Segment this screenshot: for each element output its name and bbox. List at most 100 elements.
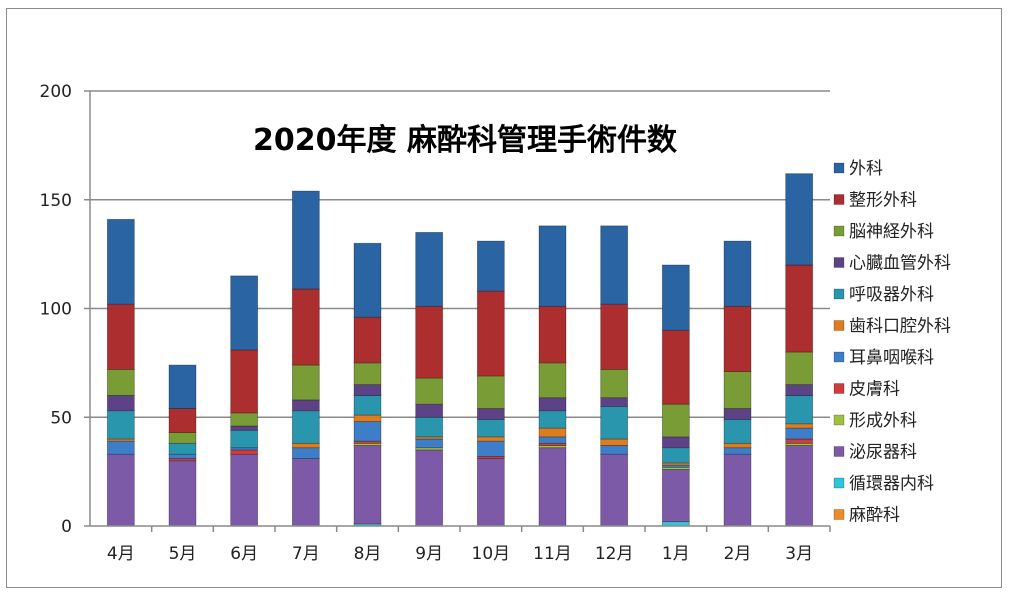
bar-segment — [785, 395, 814, 425]
x-tick-label: 8月 — [354, 544, 382, 564]
bar-segment — [785, 173, 814, 266]
bar-segment — [538, 447, 567, 527]
bar-segment — [723, 453, 752, 527]
bar-segment — [168, 442, 197, 455]
bar-segment — [291, 410, 320, 444]
bar-segment — [476, 458, 505, 527]
x-tick-label: 1月 — [662, 544, 690, 564]
x-tick-label: 10月 — [472, 544, 511, 564]
bar-segment — [723, 305, 752, 372]
bar-segment — [291, 190, 320, 290]
bar-segment — [291, 288, 320, 366]
x-tick-label: 4月 — [107, 544, 135, 564]
bar-segment — [785, 384, 814, 396]
chart-frame — [6, 8, 1002, 588]
bar-segment — [723, 442, 752, 449]
bars — [106, 173, 814, 527]
bar-segment — [353, 316, 382, 364]
bar-segment — [291, 442, 320, 449]
bar-segment — [785, 423, 814, 429]
bar-segment — [785, 438, 814, 444]
bar-segment — [106, 368, 135, 396]
bar-segment — [353, 414, 382, 423]
bar-segment — [785, 427, 814, 440]
y-tick-label: 0 — [61, 517, 72, 537]
gridlines — [90, 90, 830, 418]
bar-segment — [230, 449, 259, 455]
y-tick-label: 50 — [50, 408, 72, 428]
bar-segment — [785, 351, 814, 386]
x-tick-label: 6月 — [230, 544, 258, 564]
bar-segment — [168, 432, 197, 444]
bar-segment — [538, 410, 567, 429]
bar-segment — [415, 449, 444, 527]
bar-segment — [538, 305, 567, 364]
legend: 外科整形外科脳神経外科心臓血管外科呼吸器外科歯科口腔外科耳鼻咽喉科皮膚科形成外科… — [833, 159, 951, 526]
legend-label: 呼吸器外科 — [849, 285, 934, 305]
legend-label: 麻酔科 — [849, 506, 900, 526]
x-tick-label: 11月 — [533, 544, 572, 564]
bar-segment — [538, 362, 567, 399]
x-tick-label: 2月 — [724, 544, 752, 564]
bar-segment — [600, 397, 629, 407]
bar-segment — [353, 445, 382, 525]
x-tick-label: 5月 — [169, 544, 197, 564]
bar-segment — [353, 362, 382, 386]
bar-segment — [106, 303, 135, 370]
legend-marker — [833, 225, 845, 237]
legend-marker — [833, 194, 845, 205]
bar-segment — [661, 403, 690, 438]
y-tick-label: 100 — [40, 300, 72, 320]
bar-segment — [476, 440, 505, 457]
bar-segment — [476, 290, 505, 377]
bar-segment — [230, 412, 259, 427]
x-tick-label: 12月 — [595, 544, 634, 564]
bar-segment — [291, 458, 320, 527]
legend-marker — [833, 414, 845, 426]
bar-segment — [168, 408, 197, 433]
bar-segment — [661, 469, 690, 523]
bar-segment — [600, 405, 629, 440]
bar-segment — [723, 240, 752, 307]
bar-segment — [415, 416, 444, 438]
bar-segment — [168, 364, 197, 409]
bar-segment — [476, 408, 505, 420]
y-tick-label: 150 — [40, 191, 72, 211]
bar-segment — [476, 419, 505, 438]
bar-segment — [168, 453, 197, 459]
bar-segment — [353, 384, 382, 396]
legend-marker — [833, 351, 845, 363]
bar-segment — [476, 240, 505, 292]
legend-marker — [833, 162, 845, 174]
legend-marker — [833, 477, 845, 489]
bar-segment — [230, 425, 259, 431]
x-tick-label: 3月 — [785, 544, 813, 564]
bar-segment — [106, 440, 135, 455]
bar-segment — [353, 442, 382, 446]
bar-segment — [415, 403, 444, 418]
bar-segment — [661, 464, 690, 468]
legend-label: 皮膚科 — [849, 380, 900, 400]
y-tick-label: 200 — [40, 82, 72, 102]
x-tick-label: 7月 — [292, 544, 320, 564]
bar-segment — [723, 408, 752, 420]
legend-label: 歯科口腔外科 — [849, 317, 951, 337]
bar-segment — [415, 438, 444, 449]
bar-segment — [661, 264, 690, 331]
bar-segment — [600, 368, 629, 399]
legend-label: 心臓血管外科 — [849, 254, 951, 274]
legend-marker — [833, 383, 845, 394]
legend-label: 整形外科 — [849, 191, 917, 211]
legend-marker — [833, 288, 845, 300]
bar-segment — [353, 421, 382, 442]
bar-segment — [230, 349, 259, 414]
bar-segment — [661, 447, 690, 464]
legend-label: 循環器内科 — [849, 474, 934, 494]
bar-segment — [415, 305, 444, 379]
chart-title: 2020年度 麻酔科管理手術件数 — [253, 123, 678, 158]
legend-marker — [833, 320, 845, 331]
legend-label: 耳鼻咽喉科 — [849, 348, 934, 368]
x-tick-label: 9月 — [415, 544, 443, 564]
bar-segment — [353, 395, 382, 416]
